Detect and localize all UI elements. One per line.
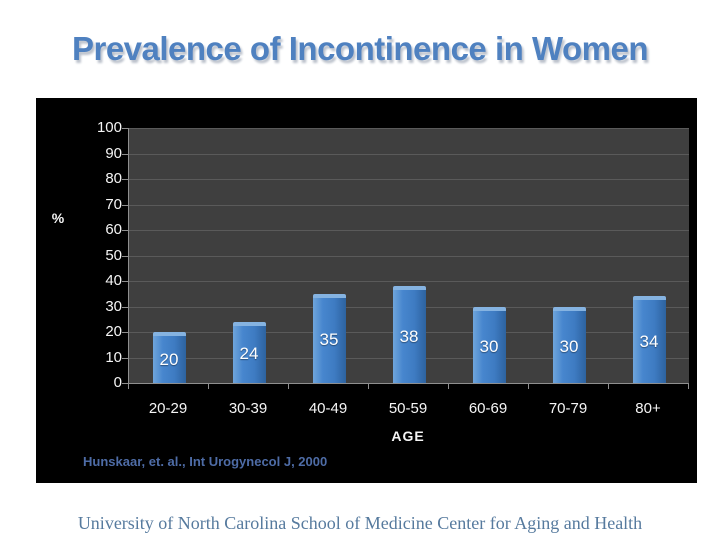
y-tick-label: 10 <box>105 348 122 366</box>
bar-value-label: 38 <box>399 326 419 346</box>
bar-70-79: 30 <box>552 306 586 383</box>
bar-60-69: 30 <box>472 306 506 383</box>
y-tick-mark <box>122 179 128 180</box>
x-tick-label: 50-59 <box>388 400 428 417</box>
gridline <box>129 153 689 155</box>
bar-value-label: 20 <box>159 349 179 369</box>
x-tick-mark <box>608 384 609 389</box>
y-tick-mark <box>122 153 128 155</box>
y-tick-mark <box>122 204 128 206</box>
y-tick-mark <box>122 128 128 129</box>
bar-20-29: 20 <box>152 332 186 383</box>
x-tick-mark <box>368 384 369 389</box>
x-tick-mark <box>448 384 449 389</box>
y-tick-label: 50 <box>105 246 122 264</box>
footer: University of North Carolina School of M… <box>77 513 643 533</box>
gridline <box>129 128 689 129</box>
gridline <box>129 230 689 231</box>
gridline <box>129 204 689 206</box>
bar-40-49: 35 <box>312 293 346 383</box>
gridline <box>129 255 689 257</box>
x-tick-mark <box>688 384 689 389</box>
y-tick-label: 40 <box>105 272 122 289</box>
y-tick-mark <box>122 255 128 257</box>
x-axis-labels: 20-29 30-39 40-49 50-59 60-69 70-79 80+ <box>128 400 688 417</box>
gridline <box>129 281 689 282</box>
slide-title: Prevalence of Incontinence in Women <box>71 30 649 67</box>
y-tick-mark <box>122 383 128 384</box>
y-tick-mark <box>122 230 128 231</box>
x-tick-label: 20-29 <box>148 400 188 417</box>
plot-area: 20 24 35 38 30 30 34 <box>128 128 689 384</box>
x-tick-mark <box>288 384 289 389</box>
y-tick-mark <box>122 357 128 359</box>
bar-value-label: 30 <box>479 336 499 356</box>
bar-30-39: 24 <box>232 321 266 383</box>
y-tick-mark <box>122 306 128 308</box>
citation: Hunskaar, et. al., Int Urogynecol J, 200… <box>83 454 328 469</box>
x-axis-title: AGE <box>391 428 425 444</box>
x-tick-label: 80+ <box>635 400 661 417</box>
y-tick-label: 30 <box>105 297 122 315</box>
chart-panel: % 20 24 35 38 30 30 34 100 90 80 70 60 50 40 30 20 10 0 … <box>36 98 697 483</box>
y-tick-label: 70 <box>105 195 122 213</box>
bar-80+: 34 <box>632 296 666 383</box>
y-tick-label: 80 <box>105 170 122 187</box>
bar-value-label: 34 <box>639 331 659 351</box>
y-tick-label: 60 <box>105 221 122 238</box>
x-tick-label: 70-79 <box>548 400 588 417</box>
y-tick-label: 100 <box>96 119 122 136</box>
x-tick-label: 40-49 <box>308 400 348 417</box>
gridline <box>129 179 689 180</box>
bar-value-label: 35 <box>319 330 339 350</box>
y-axis-title: % <box>51 210 65 226</box>
y-tick-label: 20 <box>105 323 122 340</box>
x-tick-label: 30-39 <box>228 400 268 417</box>
x-tick-mark <box>208 384 209 389</box>
y-tick-label: 0 <box>113 374 122 391</box>
bar-value-label: 24 <box>239 344 259 364</box>
x-tick-mark <box>528 384 529 389</box>
bar-50-59: 38 <box>392 286 426 383</box>
bar-value-label: 30 <box>559 336 579 356</box>
y-tick-label: 90 <box>105 144 122 162</box>
y-tick-mark <box>122 281 128 282</box>
x-tick-mark <box>128 384 129 389</box>
x-tick-label: 60-69 <box>468 400 508 417</box>
y-tick-mark <box>122 332 128 333</box>
